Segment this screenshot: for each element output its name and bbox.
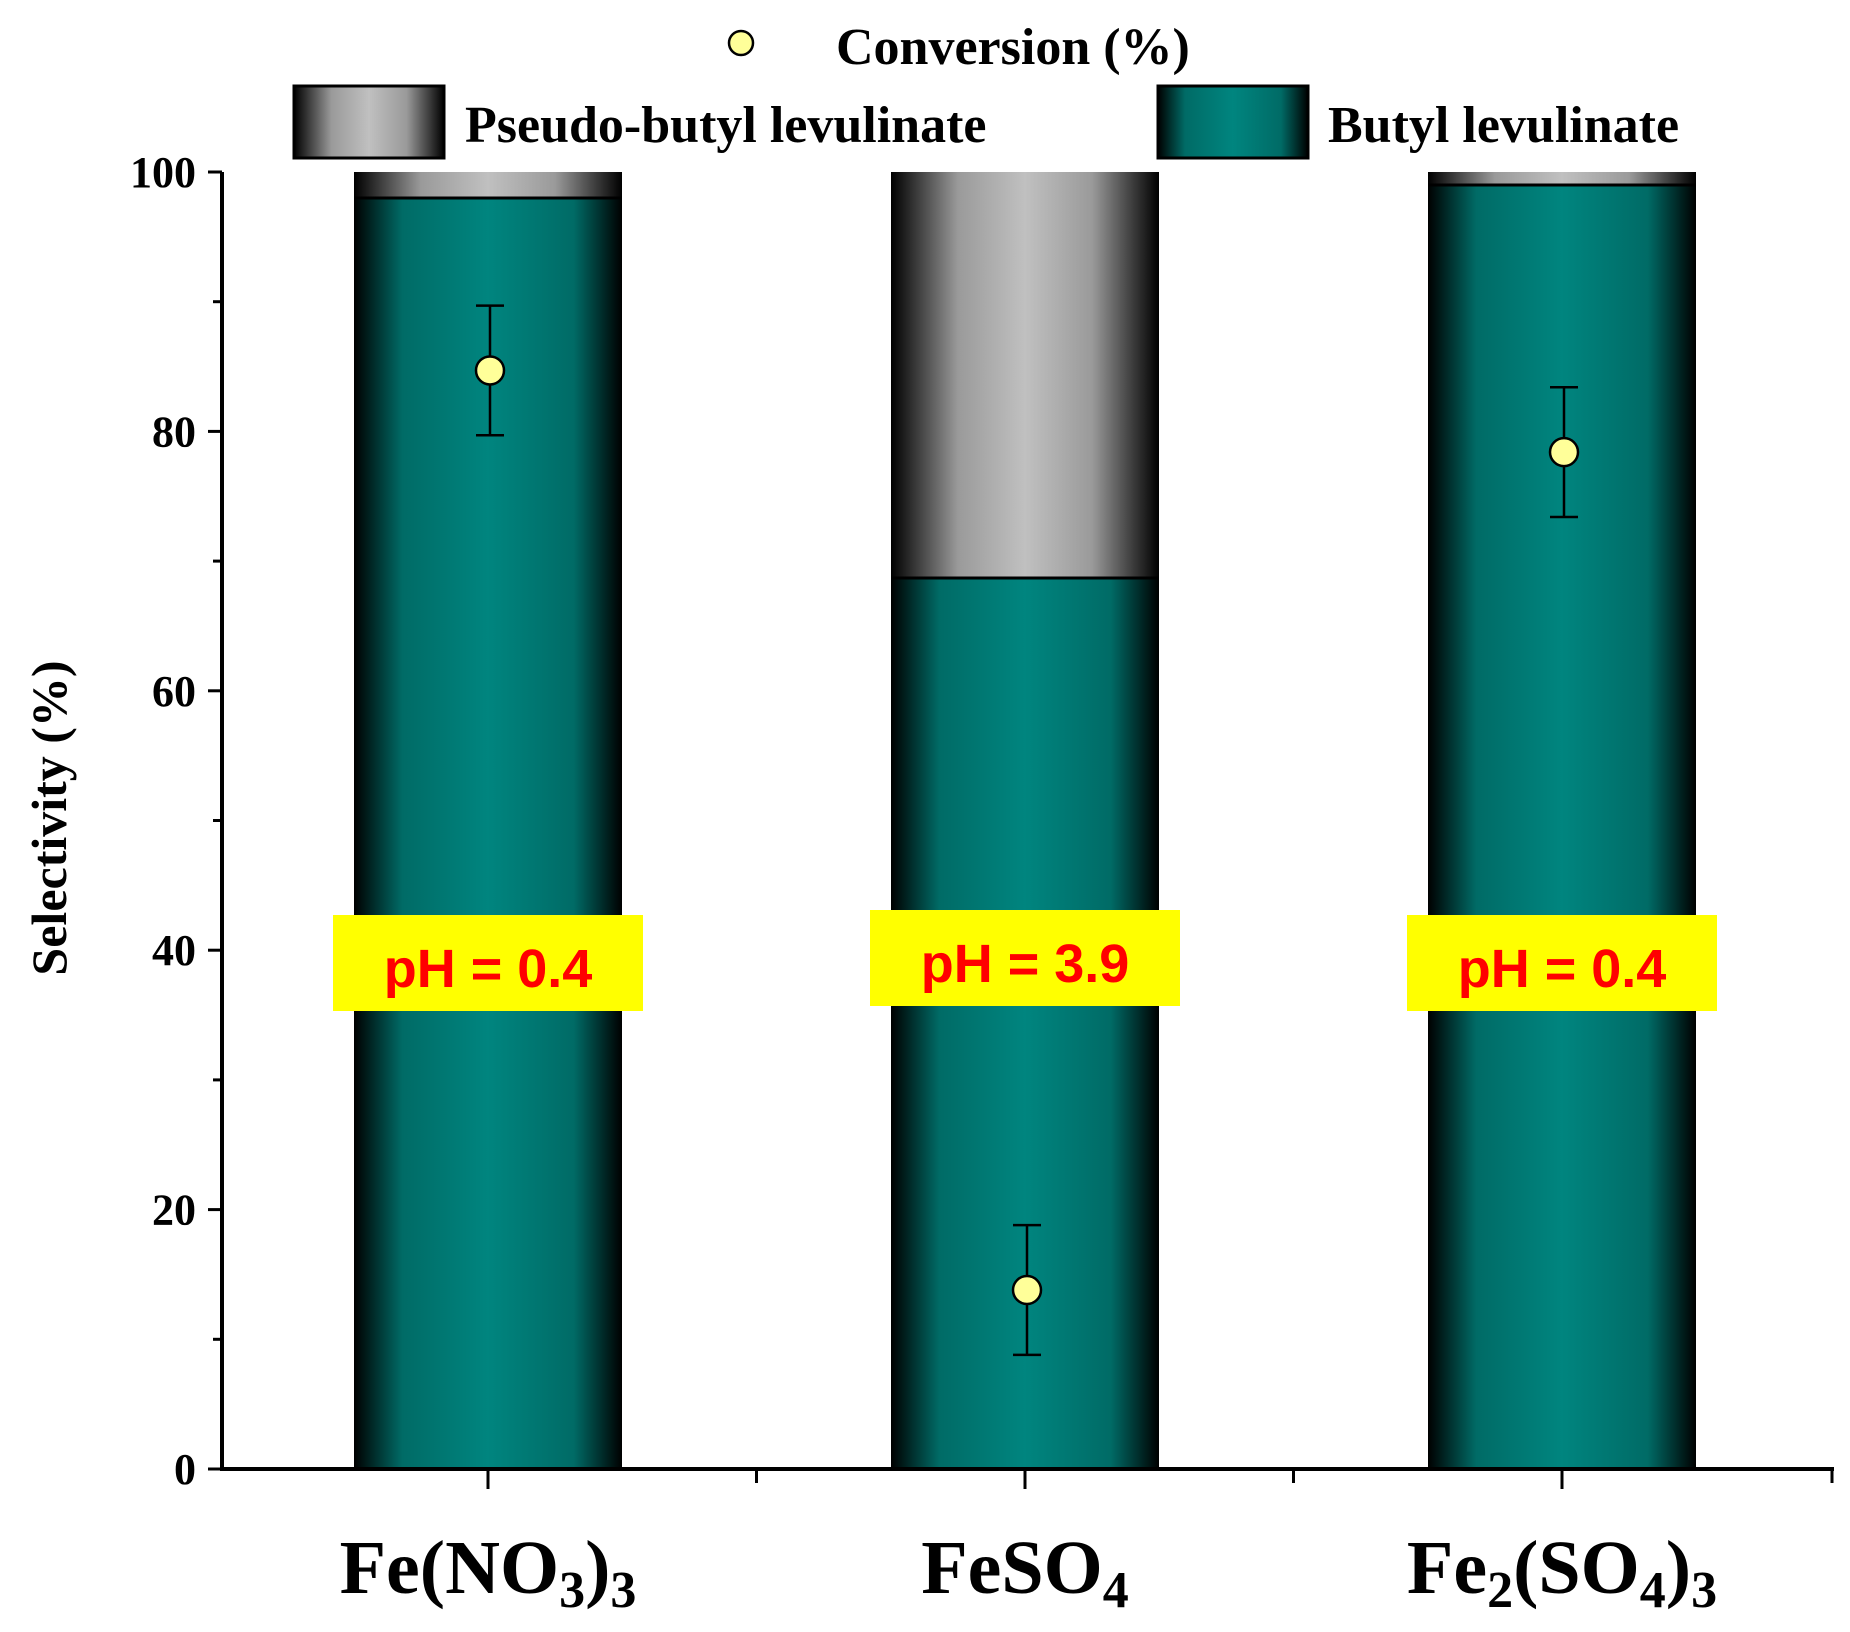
bar-butyl-levulinate [354,197,622,1470]
y-axis-ticks: 0 20 40 60 80 100 [130,148,222,1494]
bar-butyl-levulinate [891,577,1159,1469]
ph-annotation-text: pH = 0.4 [1458,939,1667,999]
y-tick-label: 40 [152,926,196,975]
ph-annotation-text: pH = 3.9 [921,934,1130,994]
legend-pseudo-label: Pseudo-butyl levulinate [465,97,987,154]
ph-annotation-box [1407,915,1717,1011]
legend: Conversion (%) Pseudo-butyl levulinate B… [292,19,1679,160]
legend-butyl-label: Butyl levulinate [1328,97,1679,154]
bar-pseudo-butyl-levulinate [1428,172,1696,185]
bar-pseudo-butyl-levulinate [891,172,1159,578]
ph-annotation-box [333,915,643,1011]
ph-annotations: pH = 0.4 pH = 3.9 pH = 0.4 [333,910,1717,1011]
y-tick-label: 20 [152,1186,196,1235]
x-category-label: FeSO4 [921,1526,1129,1619]
x-category-label: Fe2(SO4)3 [1407,1526,1717,1619]
y-tick-label: 60 [152,667,196,716]
ph-annotation-box [870,910,1180,1006]
legend-conversion-label: Conversion (%) [836,19,1190,76]
x-axis-ticks [486,1469,1834,1489]
conversion-point [1011,1274,1043,1306]
legend-pseudo-swatch [292,84,446,160]
conversion-point [1548,436,1580,468]
y-axis-label: Selectivity (%) [21,660,77,975]
y-tick-label: 80 [152,407,196,456]
bar-butyl-levulinate [1428,184,1696,1470]
bar-pseudo-butyl-levulinate [354,172,622,198]
x-axis-labels: Fe(NO3)3 FeSO4 Fe2(SO4)3 [340,1526,1717,1619]
legend-conversion-marker [727,29,755,57]
x-category-label: Fe(NO3)3 [340,1526,637,1619]
y-tick-label: 0 [174,1445,196,1494]
conversion-point [474,355,506,386]
legend-butyl-swatch [1156,84,1310,160]
ph-annotation-text: pH = 0.4 [384,939,593,999]
y-tick-label: 100 [130,148,196,197]
conversion-points [474,304,1580,1357]
bars [354,172,1696,1470]
